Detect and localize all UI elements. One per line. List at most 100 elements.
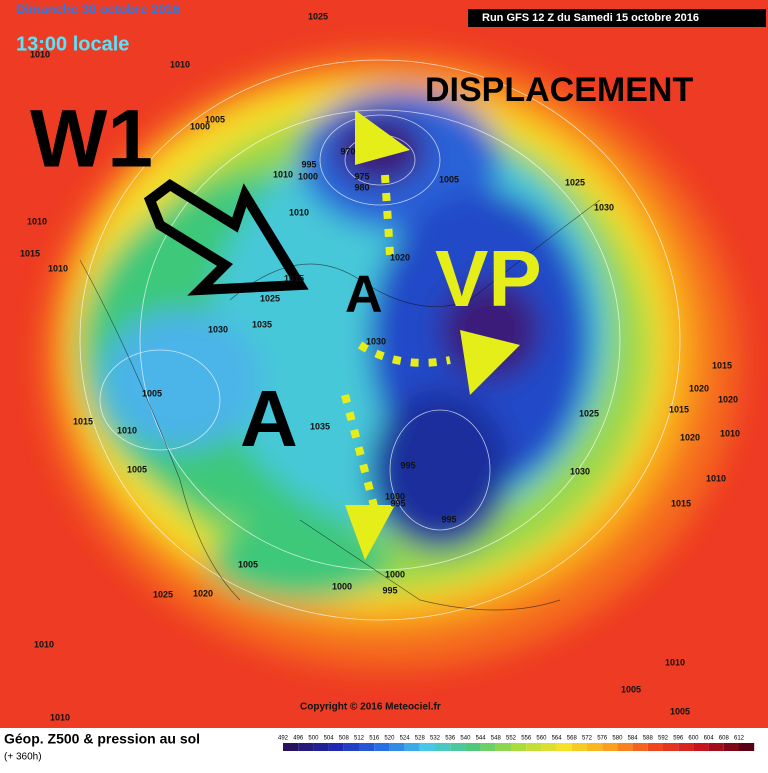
scale-swatch [419, 743, 435, 751]
scale-swatch [389, 743, 405, 751]
scale-swatch [541, 743, 557, 751]
isobar-label: 1010 [720, 428, 740, 438]
isobar-label: 1010 [50, 712, 70, 722]
scale-swatch [617, 743, 633, 751]
scale-label: 604 [704, 736, 715, 742]
isobar-label: 995 [390, 498, 405, 508]
isobar-label: 1005 [205, 114, 225, 124]
isobar-label: 1030 [570, 466, 590, 476]
isobar-label: 1020 [680, 432, 700, 442]
scale-swatch [495, 743, 511, 751]
arrow-head [345, 505, 395, 560]
isobar-label: 1035 [310, 421, 330, 431]
isobar-label: 1020 [390, 252, 410, 262]
isobar-label: 1015 [73, 416, 93, 426]
isobar-label: 1010 [273, 169, 293, 179]
isobar-label: 1010 [30, 49, 50, 59]
isobar-label: 1010 [170, 59, 190, 69]
scale-label: 536 [445, 736, 456, 742]
isobar-label: 1010 [665, 657, 685, 667]
scale-label: 516 [369, 736, 380, 742]
scale-label: 544 [476, 736, 487, 742]
scale-swatch [343, 743, 359, 751]
scale-swatch [708, 743, 724, 751]
scale-label: 584 [628, 736, 639, 742]
anticyclone-label: A [345, 266, 383, 324]
scale-label: 504 [324, 736, 335, 742]
scale-swatch [663, 743, 679, 751]
isobar-label: 1005 [439, 174, 459, 184]
scale-label: 524 [400, 736, 411, 742]
arrow-head [355, 110, 410, 165]
isobar-label: 1000 [385, 569, 405, 579]
displacement-path [381, 174, 394, 256]
footer-title: Géop. Z500 & pression au sol [4, 731, 200, 747]
scale-swatch [359, 743, 375, 751]
scale-label: 576 [597, 736, 608, 742]
isobar-label: 1005 [127, 464, 147, 474]
scale-swatch [587, 743, 603, 751]
scale-label: 560 [536, 736, 547, 742]
scale-swatch [678, 743, 694, 751]
displacement-label: DISPLACEMENT [425, 71, 693, 109]
scale-swatch [632, 743, 648, 751]
isobar-label: 1015 [712, 360, 732, 370]
scale-label: 612 [734, 736, 745, 742]
run-info: Run GFS 12 Z du Samedi 15 octobre 2016 [482, 12, 699, 24]
scale-swatch [556, 743, 572, 751]
scale-label: 608 [719, 736, 730, 742]
scale-label: 600 [688, 736, 699, 742]
isobar-label: 1005 [621, 684, 641, 694]
isobar-label: 970 [340, 146, 355, 156]
scale-label: 568 [567, 736, 578, 742]
scale-label: 508 [339, 736, 350, 742]
scale-label: 592 [658, 736, 669, 742]
isobar-label: 1030 [366, 336, 386, 346]
isobar-label: 1010 [34, 639, 54, 649]
isobar-label: 980 [354, 182, 369, 192]
scale-swatch [404, 743, 420, 751]
isobar-label: 995 [301, 159, 316, 169]
copyright: Copyright © 2016 Meteociel.fr [300, 702, 441, 713]
isobar-label: 1015 [20, 248, 40, 258]
annotations: W1 DISPLACEMENT VP A A [30, 71, 693, 560]
isobar-label: 1025 [579, 408, 599, 418]
isobar-label: 1010 [706, 473, 726, 483]
isobar-label: 1030 [208, 324, 228, 334]
isobar-label: 1000 [190, 121, 210, 131]
isobar-label: 1020 [689, 383, 709, 393]
scale-label: 528 [415, 736, 426, 742]
footer-lead: (+ 360h) [4, 752, 42, 763]
scale-swatch [723, 743, 739, 751]
scale-swatch [328, 743, 344, 751]
run-box [468, 9, 766, 27]
scale-label: 496 [293, 736, 304, 742]
scale-label: 564 [552, 736, 563, 742]
scale-label: 596 [673, 736, 684, 742]
scale-swatch [313, 743, 329, 751]
scale-swatch [435, 743, 451, 751]
scale-label: 552 [506, 736, 517, 742]
wave-arrow [143, 178, 309, 296]
scale-label: 556 [521, 736, 532, 742]
isobar-label: 1005 [238, 559, 258, 569]
scale-label: 572 [582, 736, 593, 742]
wave-label: W1 [30, 94, 153, 185]
isobar-label: 995 [441, 514, 456, 524]
scale-label: 492 [278, 736, 289, 742]
isobar-label: 1015 [284, 273, 304, 283]
scale-swatch [283, 743, 299, 751]
scale-swatch [298, 743, 314, 751]
scale-swatch [602, 743, 618, 751]
scale-label: 532 [430, 736, 441, 742]
scale-swatch [511, 743, 527, 751]
isobar-label: 1015 [669, 404, 689, 414]
isobar-label: 1025 [153, 589, 173, 599]
scale-swatch [526, 743, 542, 751]
scale-label: 540 [460, 736, 471, 742]
scale-swatch [465, 743, 481, 751]
isobar-label: 1000 [332, 581, 352, 591]
scale-label: 580 [612, 736, 623, 742]
